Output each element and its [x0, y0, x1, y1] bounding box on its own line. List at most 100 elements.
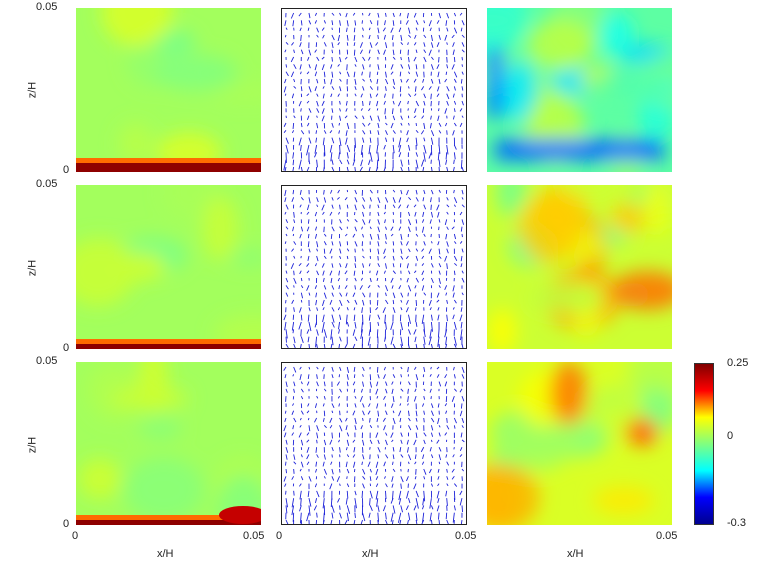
velocity-vector — [354, 248, 356, 253]
velocity-vector — [285, 519, 289, 526]
velocity-vector — [368, 219, 371, 224]
velocity-vector — [413, 12, 417, 18]
velocity-vector — [422, 78, 425, 83]
velocity-vector — [385, 86, 387, 92]
velocity-vector — [346, 122, 350, 130]
velocity-vector — [414, 366, 417, 371]
velocity-vector — [459, 446, 463, 451]
velocity-vector — [346, 219, 350, 222]
velocity-vector — [290, 71, 295, 78]
velocity-vector — [392, 447, 395, 452]
velocity-vector — [446, 144, 449, 155]
velocity-vector — [415, 417, 418, 422]
velocity-vector — [453, 255, 458, 262]
velocity-vector — [423, 468, 427, 475]
velocity-vector — [291, 498, 295, 508]
velocity-vector — [453, 152, 456, 160]
velocity-vector — [316, 34, 319, 38]
velocity-vector — [369, 468, 372, 473]
velocity-vector — [352, 233, 356, 238]
velocity-vector — [354, 395, 357, 399]
velocity-vector — [316, 490, 320, 498]
velocity-vector — [438, 454, 442, 461]
y-tick-top-row2: 0.05 — [36, 178, 58, 190]
velocity-vector — [323, 388, 327, 392]
velocity-vector — [383, 425, 386, 431]
velocity-vector — [408, 226, 411, 233]
velocity-vector — [362, 476, 366, 480]
velocity-vector — [376, 277, 379, 282]
velocity-vector — [445, 20, 448, 26]
velocity-vector — [408, 219, 412, 226]
velocity-vector — [406, 476, 409, 482]
velocity-vector — [415, 490, 419, 498]
velocity-vector — [413, 204, 417, 208]
velocity-vector — [391, 476, 394, 482]
velocity-vector — [446, 42, 448, 45]
velocity-vector — [445, 410, 448, 414]
velocity-vector — [293, 277, 297, 284]
velocity-vector — [460, 159, 463, 169]
velocity-vector — [293, 343, 296, 349]
scalar-field-blob — [487, 308, 517, 349]
velocity-vector — [429, 447, 432, 452]
velocity-vector — [323, 71, 326, 78]
velocity-vector — [321, 56, 325, 60]
velocity-vector — [385, 285, 389, 292]
velocity-vector — [346, 439, 350, 446]
velocity-vector — [339, 144, 341, 155]
velocity-vector — [368, 27, 371, 31]
velocity-vector — [406, 12, 409, 19]
velocity-vector — [453, 336, 457, 346]
velocity-vector — [385, 454, 389, 459]
y-axis-label-row1: z/H — [26, 81, 39, 99]
velocity-vector — [414, 388, 417, 392]
velocity-vector — [421, 519, 425, 525]
velocity-vector — [329, 299, 333, 305]
velocity-vector — [306, 270, 310, 274]
velocity-vector — [293, 86, 297, 89]
velocity-vector — [461, 417, 465, 423]
velocity-vector — [444, 381, 448, 387]
velocity-vector — [369, 226, 372, 230]
velocity-vector — [316, 241, 319, 248]
velocity-vector — [316, 197, 319, 203]
velocity-vector — [306, 211, 310, 215]
velocity-vector — [437, 403, 440, 408]
velocity-vector — [339, 255, 342, 259]
velocity-vector — [423, 329, 426, 338]
velocity-vector — [377, 285, 380, 288]
velocity-vector — [307, 374, 310, 380]
velocity-vector — [423, 241, 426, 246]
velocity-vector — [300, 226, 304, 232]
velocity-vector — [362, 381, 365, 387]
velocity-vector — [451, 226, 455, 230]
velocity-vector — [346, 255, 349, 260]
velocity-vector — [322, 403, 325, 407]
velocity-vector — [377, 374, 380, 379]
velocity-vector — [376, 144, 379, 154]
velocity-vector — [353, 307, 356, 311]
velocity-vector — [322, 277, 325, 282]
velocity-vector — [362, 403, 365, 408]
velocity-vector — [421, 255, 425, 259]
velocity-vector — [331, 336, 334, 346]
velocity-vector — [406, 439, 409, 445]
velocity-vector — [453, 343, 457, 348]
velocity-vector — [437, 417, 440, 424]
velocity-vector — [438, 343, 441, 353]
scalar-field-blob — [643, 185, 672, 234]
velocity-vector — [300, 292, 304, 299]
velocity-vector — [421, 277, 425, 281]
velocity-vector — [316, 159, 318, 168]
velocity-vector — [322, 366, 325, 372]
velocity-vector — [429, 307, 432, 311]
velocity-vector — [408, 329, 411, 335]
velocity-vector — [322, 270, 325, 276]
velocity-vector — [367, 461, 371, 467]
velocity-vector — [437, 307, 440, 311]
velocity-vector — [421, 461, 425, 465]
velocity-vector — [392, 20, 395, 26]
velocity-vector — [362, 410, 365, 416]
velocity-vector — [452, 307, 455, 310]
